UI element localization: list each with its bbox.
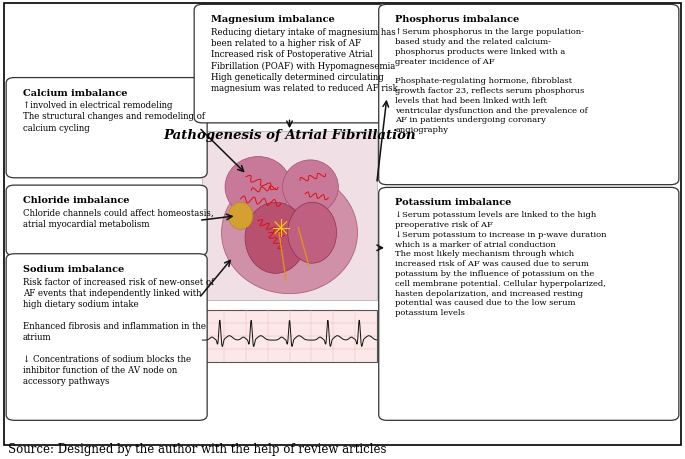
FancyBboxPatch shape — [6, 78, 207, 178]
Text: ↑Serum phosphorus in the large population-
based study and the related calcium-
: ↑Serum phosphorus in the large populatio… — [395, 28, 588, 134]
FancyBboxPatch shape — [379, 187, 679, 420]
Ellipse shape — [288, 202, 336, 263]
Text: ↓Serum potassium levels are linked to the high
preoperative risk of AF
↓Serum po: ↓Serum potassium levels are linked to th… — [395, 211, 607, 317]
Text: Risk factor of increased risk of new-onset of
AF events that independently linke: Risk factor of increased risk of new-ons… — [23, 278, 214, 386]
Text: Pathogenesis of Atrial Fibrillation: Pathogenesis of Atrial Fibrillation — [163, 129, 416, 142]
FancyBboxPatch shape — [202, 131, 377, 301]
Text: Magnesium imbalance: Magnesium imbalance — [210, 15, 334, 24]
Text: Potassium imbalance: Potassium imbalance — [395, 198, 512, 207]
Text: Source: Designed by the author with the help of review articles: Source: Designed by the author with the … — [8, 443, 386, 456]
Text: Calcium imbalance: Calcium imbalance — [23, 89, 127, 98]
Ellipse shape — [221, 172, 358, 294]
FancyBboxPatch shape — [379, 4, 679, 185]
Text: Chloride channels could affect homeostasis,
atrial myocardial metabolism: Chloride channels could affect homeostas… — [23, 209, 213, 229]
Ellipse shape — [229, 202, 253, 230]
FancyBboxPatch shape — [6, 185, 207, 256]
Text: Sodium imbalance: Sodium imbalance — [23, 265, 124, 274]
FancyBboxPatch shape — [202, 309, 377, 362]
FancyBboxPatch shape — [6, 254, 207, 420]
Ellipse shape — [245, 202, 306, 274]
Text: ↑involved in electrical remodeling
The structural changes and remodeling of
calc: ↑involved in electrical remodeling The s… — [23, 101, 205, 133]
Text: Phosphorus imbalance: Phosphorus imbalance — [395, 15, 519, 24]
FancyBboxPatch shape — [194, 4, 385, 123]
Text: Reducing dietary intake of magnesium has
been related to a higher risk of AF
Inc: Reducing dietary intake of magnesium has… — [210, 28, 397, 93]
Ellipse shape — [282, 160, 338, 214]
Text: Chloride imbalance: Chloride imbalance — [23, 196, 129, 205]
Ellipse shape — [225, 157, 291, 218]
